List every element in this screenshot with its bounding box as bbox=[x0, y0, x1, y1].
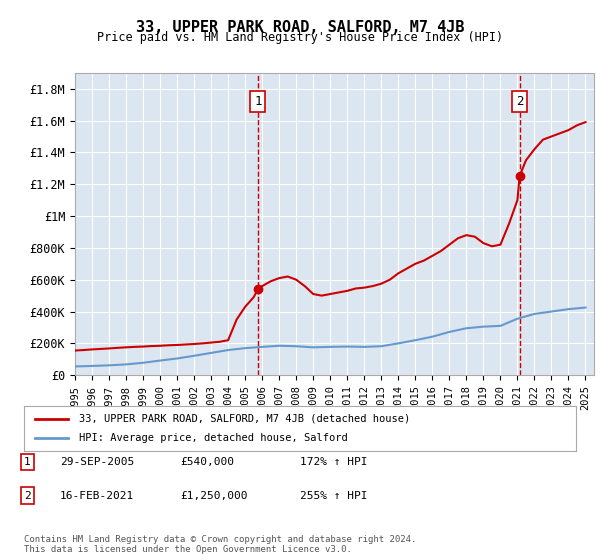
Text: 33, UPPER PARK ROAD, SALFORD, M7 4JB: 33, UPPER PARK ROAD, SALFORD, M7 4JB bbox=[136, 20, 464, 35]
Text: 255% ↑ HPI: 255% ↑ HPI bbox=[300, 491, 367, 501]
Text: 2: 2 bbox=[24, 491, 31, 501]
Text: 2: 2 bbox=[516, 95, 523, 108]
Text: £540,000: £540,000 bbox=[180, 457, 234, 467]
Text: 1: 1 bbox=[24, 457, 31, 467]
Text: 16-FEB-2021: 16-FEB-2021 bbox=[60, 491, 134, 501]
Text: 172% ↑ HPI: 172% ↑ HPI bbox=[300, 457, 367, 467]
Text: Price paid vs. HM Land Registry's House Price Index (HPI): Price paid vs. HM Land Registry's House … bbox=[97, 31, 503, 44]
Text: 1: 1 bbox=[254, 95, 262, 108]
Text: £1,250,000: £1,250,000 bbox=[180, 491, 248, 501]
Text: HPI: Average price, detached house, Salford: HPI: Average price, detached house, Salf… bbox=[79, 433, 348, 444]
Text: 29-SEP-2005: 29-SEP-2005 bbox=[60, 457, 134, 467]
Text: Contains HM Land Registry data © Crown copyright and database right 2024.
This d: Contains HM Land Registry data © Crown c… bbox=[24, 535, 416, 554]
Text: 33, UPPER PARK ROAD, SALFORD, M7 4JB (detached house): 33, UPPER PARK ROAD, SALFORD, M7 4JB (de… bbox=[79, 413, 410, 423]
